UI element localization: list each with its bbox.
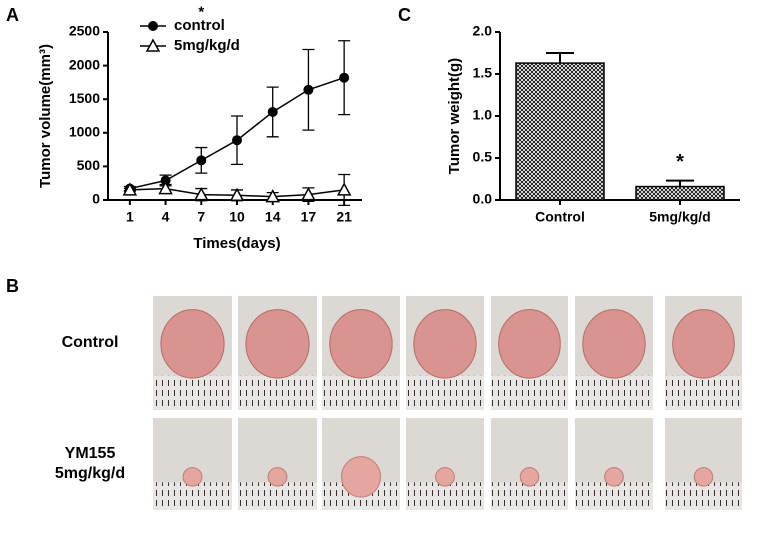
row-label: 5mg/kg/d (55, 465, 125, 482)
legend-marker (148, 21, 158, 31)
tumor (672, 309, 735, 379)
point (265, 189, 280, 203)
significance-mark: * (198, 3, 204, 20)
error-bar (546, 52, 574, 64)
ruler (406, 482, 484, 510)
tumor (498, 309, 561, 379)
tumor (160, 309, 225, 379)
y-tick-label: 0 (92, 191, 100, 207)
y-tick-label: 500 (77, 157, 101, 173)
bar (515, 62, 605, 201)
ruler (322, 375, 400, 410)
y-tick-label: 0.5 (473, 149, 493, 165)
point (160, 175, 171, 186)
point (303, 84, 314, 95)
error-bar (666, 179, 694, 187)
point (122, 182, 138, 196)
bar (635, 185, 725, 201)
y-tick-label: 2500 (69, 23, 100, 39)
tumor (435, 467, 455, 487)
ruler (406, 375, 484, 410)
significance-mark: * (676, 151, 684, 173)
tumor (693, 467, 714, 487)
ruler (575, 482, 653, 510)
x-tick-label: 10 (229, 209, 245, 225)
y-tick-label: 1.5 (473, 65, 493, 81)
point (158, 181, 173, 195)
tumor (413, 309, 477, 379)
tumor (604, 467, 624, 487)
row-label: Control (62, 334, 119, 351)
ruler (665, 375, 742, 410)
point (194, 187, 209, 201)
y-axis-label: Tumor volume(mm³) (37, 44, 54, 188)
panel-label: B (6, 276, 19, 296)
y-tick-label: 2.0 (473, 23, 493, 39)
tumor (341, 456, 381, 498)
ruler (491, 482, 568, 510)
point (232, 135, 242, 146)
point (229, 187, 245, 202)
tumor (329, 309, 393, 379)
x-tick-label: Control (535, 209, 585, 225)
x-axis-label: Times(days) (193, 235, 280, 252)
x-tick-label: 17 (301, 209, 317, 225)
y-axis-label: Tumor weight(g) (446, 58, 463, 174)
photo-grid (153, 296, 742, 510)
point (339, 72, 350, 83)
ruler (238, 375, 317, 410)
x-tick-label: 1 (126, 209, 134, 225)
y-tick-label: 2000 (69, 56, 100, 72)
x-tick-label: 4 (162, 209, 170, 225)
panel-label: A (6, 5, 19, 25)
legend-marker (145, 38, 161, 52)
x-tick-label: 5mg/kg/d (649, 209, 710, 225)
significance-mark: * (306, 0, 312, 6)
point (301, 187, 316, 201)
ruler (153, 375, 232, 410)
ruler (575, 375, 653, 410)
tumor (245, 309, 310, 379)
y-tick-label: 0.0 (473, 191, 493, 207)
tumor (182, 467, 203, 487)
legend-label: control (174, 17, 225, 34)
x-tick-label: 14 (265, 209, 281, 225)
y-tick-label: 1000 (69, 124, 100, 140)
point (267, 106, 278, 117)
point (196, 155, 207, 166)
significance-mark: * (234, 0, 240, 6)
ruler (153, 482, 232, 510)
tumor (267, 467, 288, 487)
ruler (491, 375, 568, 410)
x-tick-label: 21 (336, 209, 352, 225)
x-tick-label: 7 (197, 209, 205, 225)
tumor (519, 467, 540, 487)
ruler (665, 482, 742, 510)
ruler (238, 482, 317, 510)
point (336, 182, 352, 196)
tumor (582, 309, 646, 379)
y-tick-label: 1500 (69, 90, 100, 106)
panel-label: C (398, 5, 411, 25)
legend-label: 5mg/kg/d (174, 37, 240, 54)
row-label: YM155 (65, 445, 116, 462)
y-tick-label: 1.0 (473, 107, 493, 123)
